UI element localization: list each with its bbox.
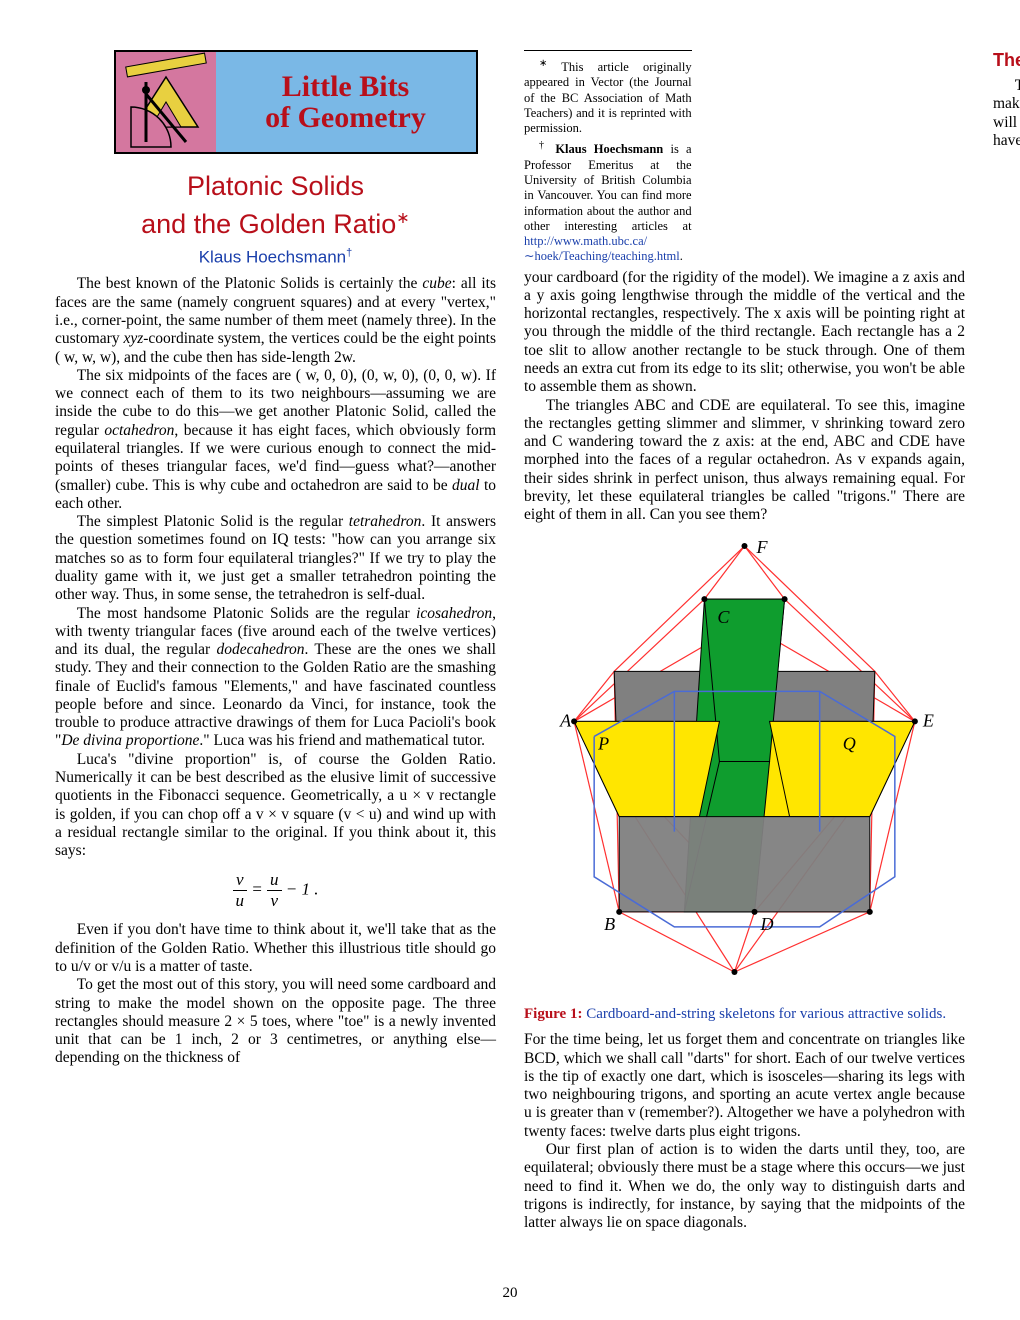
logo-line1: Little Bits	[282, 71, 410, 103]
author-name: Klaus Hoechsmann	[199, 247, 346, 266]
para-6: Even if you don't have time to think abo…	[55, 921, 496, 976]
section-heading-icosahedron: The Regular Icosahedron	[993, 50, 1020, 71]
two-column-layout: Little Bits of Geometry Platonic Solids …	[55, 50, 965, 1250]
golden-ratio-equation: vu = uv − 1 .	[55, 870, 496, 911]
page-number: 20	[0, 1285, 1020, 1302]
footnote-url[interactable]: http://www.math.ubc.ca/∼hoek/Teaching/te…	[524, 234, 680, 263]
title-line2: and the Golden Ratio∗	[55, 208, 496, 240]
svg-text:E: E	[922, 710, 934, 730]
figure-1-caption: Figure 1: Cardboard-and-string skeletons…	[524, 1006, 965, 1024]
figure-1-svg: A E C F B D P Q	[524, 531, 965, 1002]
para-r2: The triangles ABC and CDE are equilatera…	[524, 397, 965, 525]
svg-text:C: C	[717, 607, 730, 627]
author-line: Klaus Hoechsmann†	[55, 247, 496, 268]
author-footnote-dagger: †	[346, 247, 352, 259]
para-r4: Our first plan of action is to widen the…	[524, 1141, 965, 1232]
svg-text:A: A	[559, 710, 572, 730]
title-footnote-star: ∗	[396, 209, 410, 227]
title-line1: Platonic Solids	[55, 170, 496, 202]
logo-text: Little Bits of Geometry	[216, 52, 476, 152]
svg-text:Q: Q	[843, 733, 856, 753]
para-r3: For the time being, let us forget them a…	[524, 1031, 965, 1141]
svg-text:P: P	[597, 733, 609, 753]
svg-text:D: D	[760, 913, 774, 933]
frac-rhs: uv	[267, 870, 282, 911]
para-3: The simplest Platonic Solid is the regul…	[55, 513, 496, 604]
figure-1: A E C F B D P Q Figure 1: Cardboard-and-…	[524, 531, 965, 1024]
para-4: The most handsome Platonic Solids are th…	[55, 605, 496, 751]
para-r5: To make the darts equilateral, we only h…	[993, 77, 1020, 150]
frac-lhs: vu	[233, 870, 248, 911]
footnote-2: † Klaus Hoechsmann is a Professor Emerit…	[524, 140, 692, 264]
title-text: and the Golden Ratio	[141, 209, 396, 239]
para-2: The six midpoints of the faces are ( w, …	[55, 367, 496, 513]
svg-text:F: F	[756, 537, 769, 557]
para-1: The best known of the Platonic Solids is…	[55, 275, 496, 366]
logo-icon-panel	[116, 52, 216, 152]
footnotes: ∗ This article originally appeared in Ve…	[524, 50, 692, 265]
geometry-tools-icon	[116, 52, 216, 152]
header-logo-block: Little Bits of Geometry	[55, 50, 496, 164]
para-7: To get the most out of this story, you w…	[55, 976, 496, 1067]
page: Little Bits of Geometry Platonic Solids …	[0, 0, 1020, 1320]
footnote-1: ∗ This article originally appeared in Ve…	[524, 58, 692, 136]
para-r1: your cardboard (for the rigidity of the …	[524, 269, 965, 397]
svg-text:B: B	[604, 913, 615, 933]
title-block: Platonic Solids and the Golden Ratio∗ Kl…	[55, 170, 496, 267]
logo-line2: of Geometry	[265, 102, 426, 134]
para-5: Luca's "divine proportion" is, of course…	[55, 751, 496, 861]
logo-box: Little Bits of Geometry	[114, 50, 478, 154]
